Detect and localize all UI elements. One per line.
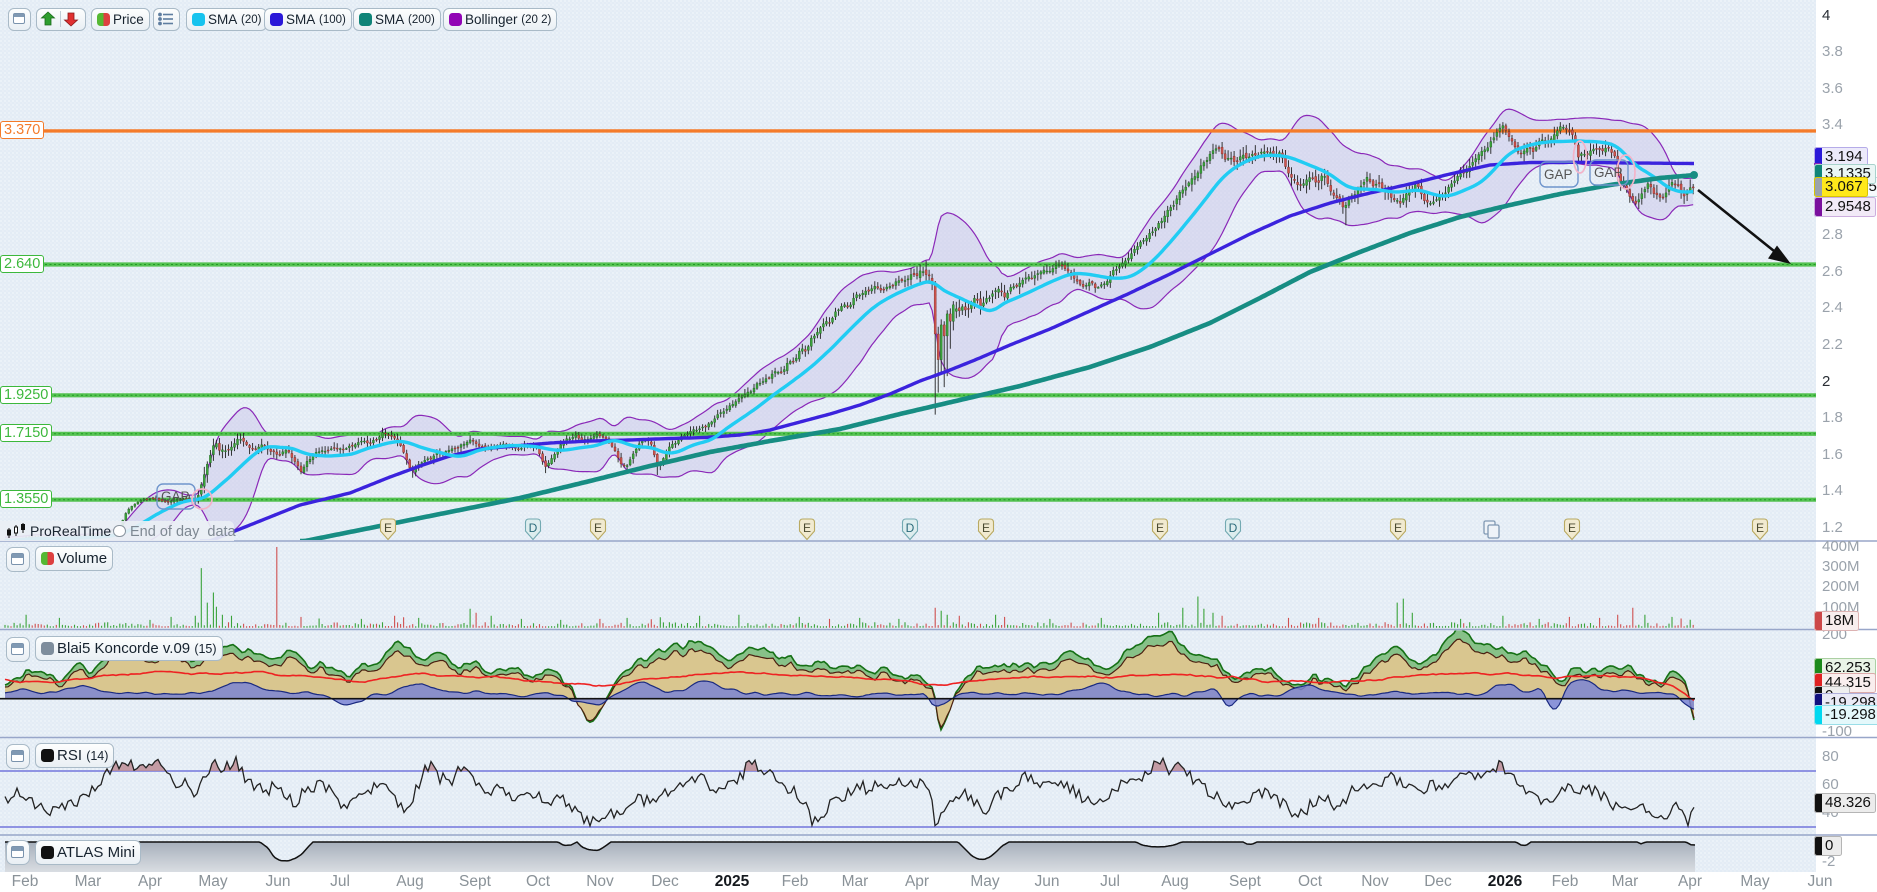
svg-text:E: E xyxy=(982,521,990,535)
svg-text:D: D xyxy=(1229,521,1238,535)
svg-text:E: E xyxy=(594,521,602,535)
svg-text:E: E xyxy=(1568,521,1576,535)
svg-text:E: E xyxy=(803,521,811,535)
svg-text:D: D xyxy=(529,521,538,535)
svg-text:E: E xyxy=(1156,521,1164,535)
svg-text:E: E xyxy=(384,521,392,535)
svg-text:E: E xyxy=(1756,521,1764,535)
svg-text:E: E xyxy=(1394,521,1402,535)
svg-text:D: D xyxy=(906,521,915,535)
